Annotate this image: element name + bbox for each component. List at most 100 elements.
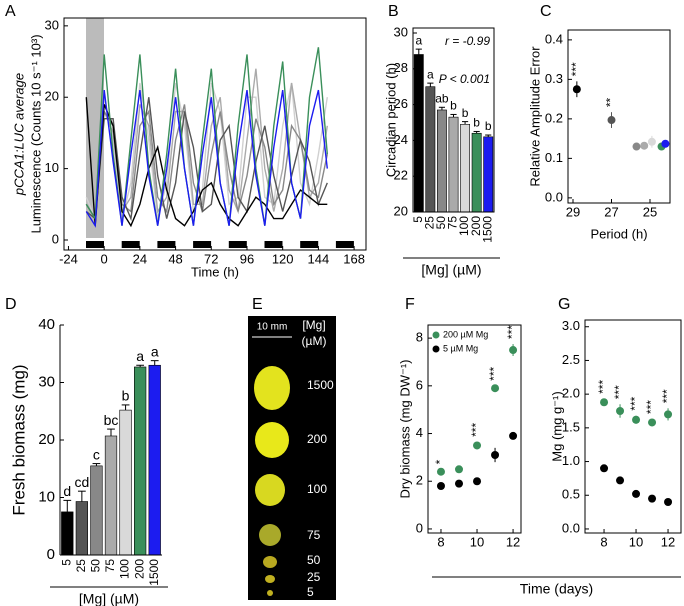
- significance-stars: ***: [569, 62, 583, 76]
- y-tick-label: 0.5: [562, 487, 580, 502]
- x-tick-label: 25: [423, 216, 437, 230]
- point: [607, 116, 616, 125]
- plot-frame: [567, 29, 671, 204]
- plant: [263, 556, 277, 568]
- y-tick-label: 10: [38, 488, 55, 505]
- significance-letter: d: [63, 483, 71, 499]
- point: [640, 141, 649, 150]
- bar: [471, 132, 482, 213]
- x-tick-label: 75: [103, 559, 117, 573]
- point: [647, 137, 656, 146]
- point: [648, 494, 657, 503]
- point: [661, 139, 670, 148]
- panel-letter: C: [540, 3, 552, 20]
- y-tick-label: 0.2: [545, 110, 563, 125]
- significance-letter: a: [415, 33, 422, 47]
- x-axis-label: Period (h): [590, 226, 647, 241]
- light-dark-bars: [86, 241, 354, 248]
- y-tick-label: 30: [38, 373, 55, 390]
- y-tick-label: 3.0: [562, 318, 580, 333]
- significance-letter: a: [427, 67, 434, 81]
- photo: [248, 316, 336, 600]
- plot-frame: [584, 319, 682, 534]
- significance-stars: ***: [505, 325, 519, 339]
- y-tick-label: 0.0: [562, 520, 580, 535]
- bar: [90, 465, 103, 556]
- x-tick-label: 25: [643, 204, 657, 219]
- x-tick-label: 5: [411, 216, 425, 223]
- significance-stars: ***: [628, 396, 642, 410]
- significance-letter: a: [151, 343, 159, 359]
- x-tick-label: 75: [446, 216, 460, 230]
- panel-letter: A: [5, 3, 16, 20]
- x-tick-label: 25: [74, 559, 88, 573]
- y-tick-label: 22: [394, 168, 408, 183]
- y-tick-label: 0: [47, 546, 55, 563]
- annotation: r = -0.99: [445, 34, 490, 48]
- significance-stars: *: [433, 459, 447, 464]
- y-axis-label: Relative Amplitude Error: [527, 46, 542, 187]
- plant: [255, 474, 285, 506]
- point: [632, 489, 641, 498]
- bar: [61, 511, 74, 556]
- x-tick-label: 200: [132, 559, 146, 579]
- y-tick-label: 30: [45, 17, 59, 32]
- significance-letter: b: [485, 119, 492, 133]
- plot-frame: [412, 27, 495, 213]
- bar: [134, 366, 147, 556]
- y-tick-label: 2.0: [562, 386, 580, 401]
- point: [473, 441, 482, 450]
- x-tick-label: 5: [59, 559, 73, 566]
- x-axis-label: Time (h): [191, 264, 239, 279]
- line-series: [85, 97, 328, 228]
- panel-letter: G: [558, 296, 570, 313]
- legend-label: 200 µM Mg: [443, 329, 488, 339]
- plant: [267, 590, 273, 596]
- significance-stars: ***: [612, 385, 626, 399]
- y-tick-label: 0: [416, 520, 423, 535]
- x-tick-label: 12: [661, 534, 675, 549]
- y-tick-label: 28: [394, 60, 408, 75]
- shade: [86, 18, 104, 238]
- y-axis-label: Circadian period (h): [383, 63, 398, 177]
- y-tick-label: 1.0: [562, 453, 580, 468]
- plant: [255, 422, 289, 458]
- point: [616, 476, 625, 485]
- x-tick-label: 10: [629, 534, 643, 549]
- bar: [448, 116, 459, 213]
- significance-stars: ***: [487, 366, 501, 380]
- significance-letter: b: [462, 106, 469, 120]
- line-series: [85, 82, 328, 219]
- line-series: [85, 47, 328, 226]
- x-tick-label: 144: [308, 251, 330, 266]
- x-axis-label: [Mg] (µM): [421, 262, 481, 278]
- panel-letter: F: [405, 296, 415, 313]
- plant: [259, 524, 281, 546]
- point: [436, 482, 445, 491]
- x-tick-label: 50: [434, 216, 448, 230]
- x-tick-label: 50: [89, 559, 103, 573]
- point: [616, 406, 625, 415]
- x-tick-label: 168: [343, 251, 365, 266]
- scale-label: 10 mm: [257, 322, 288, 333]
- point: [572, 85, 581, 94]
- x-tick-label: 200: [469, 216, 483, 236]
- y-tick-label: 0.1: [545, 150, 563, 165]
- significance-letter: c: [93, 446, 100, 462]
- plot-frame: [63, 17, 367, 251]
- significance-letter: ab: [435, 91, 449, 105]
- x-tick-label: 0: [101, 251, 108, 266]
- conc-label: 25: [307, 570, 321, 584]
- bar: [104, 435, 118, 556]
- bar: [460, 123, 471, 213]
- bar: [483, 136, 494, 213]
- y-tick-label: 40: [38, 316, 55, 333]
- significance-letter: a: [136, 348, 144, 364]
- x-tick-label: 100: [118, 559, 132, 579]
- bar: [413, 54, 424, 213]
- conc-label: 75: [307, 528, 321, 542]
- annotation: P < 0.001: [439, 72, 490, 86]
- point: [491, 451, 500, 459]
- y-tick-label: 0.3: [545, 71, 563, 86]
